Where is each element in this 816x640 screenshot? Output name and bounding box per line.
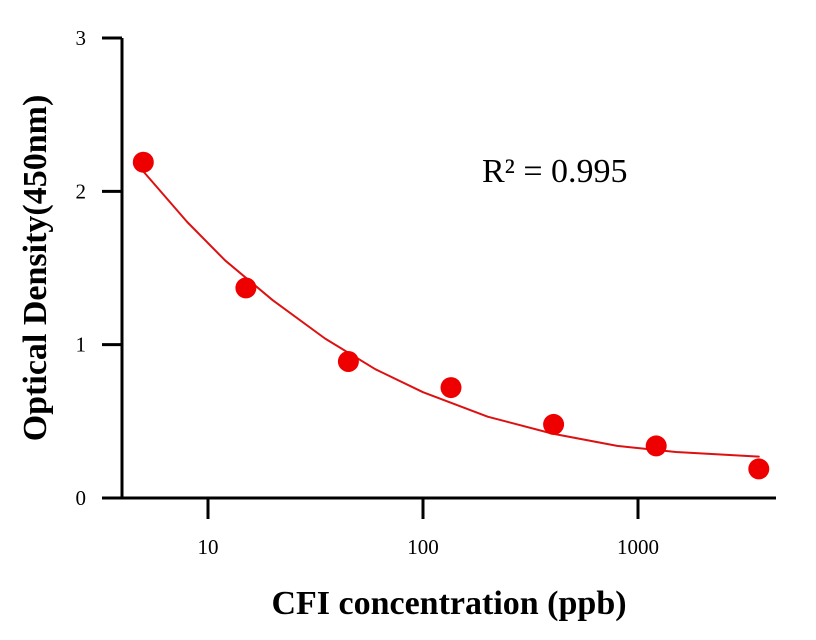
y-tick-label: 3	[76, 26, 87, 50]
x-tick-label: 1000	[617, 535, 659, 559]
x-ticks: 10 100 1000	[198, 498, 659, 559]
y-tick-label: 0	[76, 486, 87, 510]
data-point	[235, 277, 257, 299]
data-point	[543, 413, 565, 435]
y-tick-label: 2	[76, 179, 87, 203]
data-point	[337, 351, 359, 372]
data-point	[748, 458, 770, 480]
annotation-r-squared: R² = 0.995	[482, 153, 628, 190]
x-tick-label: 100	[407, 535, 439, 559]
x-tick-label: 10	[198, 535, 219, 559]
axes	[102, 38, 776, 500]
data-point	[645, 435, 667, 457]
data-point	[440, 377, 462, 399]
x-axis-title: CFI concentration (ppb)	[271, 585, 626, 622]
y-tick-label: 1	[76, 333, 87, 357]
y-axis-title: Optical Density(450nm)	[17, 95, 54, 442]
fit-curve-line	[142, 170, 760, 458]
data-point	[132, 151, 154, 173]
y-ticks: 0 1 2 3	[76, 26, 122, 510]
series-layer	[132, 151, 770, 480]
